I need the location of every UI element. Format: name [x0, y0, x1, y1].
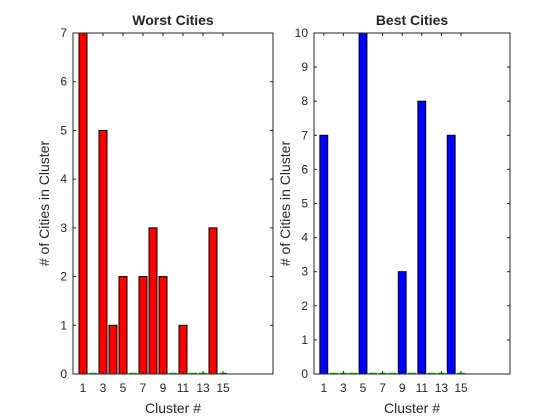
x-tick-label: 5	[120, 381, 127, 395]
y-tick-label: 10	[295, 26, 309, 40]
y-tick-label: 8	[301, 94, 308, 108]
bar	[417, 100, 427, 375]
bar	[118, 276, 128, 375]
bar	[108, 324, 118, 375]
x-axis-label: Cluster #	[384, 400, 440, 416]
bar	[446, 134, 456, 375]
y-tick-label: 9	[301, 60, 308, 74]
y-tick-label: 1	[60, 318, 67, 332]
y-tick-label: 4	[301, 231, 308, 245]
y-tick-label: 1	[301, 333, 308, 347]
y-tick-label: 3	[301, 265, 308, 279]
x-tick-label: 11	[416, 381, 429, 395]
y-tick-label: 4	[60, 172, 67, 186]
bar	[358, 32, 368, 375]
x-tick-label: 15	[454, 381, 468, 395]
x-tick-label: 11	[177, 381, 190, 395]
y-tick-label: 6	[60, 75, 67, 89]
x-tick-label: 7	[379, 381, 386, 395]
y-tick-label: 2	[301, 299, 308, 313]
bar	[98, 129, 108, 375]
x-tick-label: 5	[360, 381, 367, 395]
y-tick-label: 5	[301, 197, 308, 211]
y-tick-label: 6	[301, 162, 308, 176]
bar	[319, 134, 329, 375]
axes-box	[72, 32, 274, 375]
y-tick-label: 5	[60, 123, 67, 137]
x-tick-label: 7	[140, 381, 147, 395]
chart-title: Best Cities	[376, 12, 449, 28]
y-tick-label: 3	[60, 221, 67, 235]
x-tick-label: 15	[216, 381, 230, 395]
bar	[397, 271, 407, 375]
bar	[178, 324, 188, 375]
y-axis-label: # of Cities in Cluster	[36, 141, 52, 267]
bar	[148, 227, 158, 375]
x-tick-label: 3	[100, 381, 107, 395]
y-tick-label: 7	[301, 128, 308, 142]
y-tick-label: 7	[60, 26, 67, 40]
y-tick-label: 0	[60, 367, 67, 381]
chart-title: Worst Cities	[132, 12, 214, 28]
x-tick-label: 13	[435, 381, 449, 395]
x-tick-label: 1	[80, 381, 87, 395]
x-tick-label: 9	[399, 381, 406, 395]
x-tick-label: 1	[320, 381, 327, 395]
bar	[138, 276, 148, 375]
x-tick-label: 9	[160, 381, 167, 395]
bar	[208, 227, 218, 375]
y-tick-label: 2	[60, 270, 67, 284]
x-tick-label: 13	[196, 381, 210, 395]
y-tick-label: 0	[301, 367, 308, 381]
bar	[78, 32, 88, 375]
x-axis-label: Cluster #	[145, 400, 201, 416]
bar	[158, 276, 168, 375]
x-tick-label: 3	[340, 381, 347, 395]
y-axis-label: # of Cities in Cluster	[277, 141, 293, 267]
plot-background	[314, 33, 510, 374]
